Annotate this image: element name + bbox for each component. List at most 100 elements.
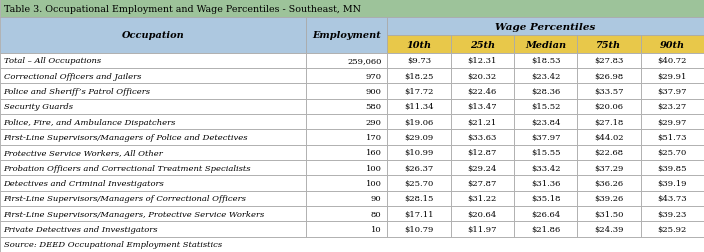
Bar <box>577 191 641 206</box>
Text: $20.32: $20.32 <box>467 72 497 80</box>
Text: $39.26: $39.26 <box>594 195 624 203</box>
Text: 75th: 75th <box>596 40 622 49</box>
Bar <box>387 145 451 161</box>
Text: $21.86: $21.86 <box>531 225 560 233</box>
Bar <box>451 84 514 99</box>
Text: $20.64: $20.64 <box>467 210 497 218</box>
Bar <box>306 206 387 222</box>
Text: Probation Officers and Correctional Treatment Specialists: Probation Officers and Correctional Trea… <box>4 164 251 172</box>
Text: $40.72: $40.72 <box>658 57 687 65</box>
Text: $12.31: $12.31 <box>467 57 497 65</box>
Bar <box>306 191 387 206</box>
Bar <box>514 53 577 69</box>
Text: $25.70: $25.70 <box>404 179 434 187</box>
Text: $29.09: $29.09 <box>404 134 434 141</box>
Bar <box>387 206 451 222</box>
Bar <box>514 191 577 206</box>
Text: $39.23: $39.23 <box>658 210 687 218</box>
Bar <box>306 222 387 237</box>
Text: Employment: Employment <box>313 31 381 40</box>
Text: $33.63: $33.63 <box>467 134 497 141</box>
Text: $13.47: $13.47 <box>467 103 497 111</box>
Bar <box>0 99 306 115</box>
Text: $25.92: $25.92 <box>658 225 687 233</box>
Bar <box>0 206 306 222</box>
Bar <box>577 145 641 161</box>
Bar <box>641 53 704 69</box>
Bar <box>641 206 704 222</box>
Bar <box>451 130 514 145</box>
Bar <box>641 69 704 84</box>
Text: 80: 80 <box>371 210 382 218</box>
Bar <box>577 130 641 145</box>
Text: 160: 160 <box>365 149 382 157</box>
Bar <box>577 84 641 99</box>
Bar <box>451 36 514 53</box>
Bar <box>0 130 306 145</box>
Bar <box>306 176 387 191</box>
Text: $29.91: $29.91 <box>658 72 687 80</box>
Bar <box>514 145 577 161</box>
Text: Private Detectives and Investigators: Private Detectives and Investigators <box>4 225 158 233</box>
Bar <box>641 191 704 206</box>
Bar <box>577 161 641 176</box>
Bar <box>306 69 387 84</box>
Bar <box>577 115 641 130</box>
Text: $19.06: $19.06 <box>404 118 434 126</box>
Bar <box>451 176 514 191</box>
Bar <box>641 36 704 53</box>
Text: Median: Median <box>525 40 566 49</box>
Bar <box>514 69 577 84</box>
Bar <box>0 18 306 53</box>
Text: Protective Service Workers, All Other: Protective Service Workers, All Other <box>4 149 163 157</box>
Text: $44.02: $44.02 <box>594 134 624 141</box>
Text: 900: 900 <box>365 88 382 96</box>
Bar <box>306 161 387 176</box>
Text: $22.46: $22.46 <box>467 88 497 96</box>
Text: $28.36: $28.36 <box>531 88 560 96</box>
Text: $24.39: $24.39 <box>594 225 624 233</box>
Bar <box>387 99 451 115</box>
Text: $10.99: $10.99 <box>404 149 434 157</box>
Bar <box>0 115 306 130</box>
Bar <box>306 145 387 161</box>
Text: $23.42: $23.42 <box>531 72 560 80</box>
Text: Police and Sheriff’s Patrol Officers: Police and Sheriff’s Patrol Officers <box>4 88 151 96</box>
Text: Detectives and Criminal Investigators: Detectives and Criminal Investigators <box>4 179 164 187</box>
Bar <box>514 99 577 115</box>
Text: $51.73: $51.73 <box>658 134 687 141</box>
Text: Correctional Officers and Jailers: Correctional Officers and Jailers <box>4 72 141 80</box>
Text: $26.64: $26.64 <box>531 210 560 218</box>
Text: $26.37: $26.37 <box>404 164 434 172</box>
Text: $10.79: $10.79 <box>404 225 434 233</box>
Bar <box>0 176 306 191</box>
Bar <box>641 99 704 115</box>
Bar <box>0 84 306 99</box>
Bar <box>514 130 577 145</box>
Text: $11.34: $11.34 <box>404 103 434 111</box>
Text: $31.36: $31.36 <box>531 179 560 187</box>
Bar <box>0 53 306 69</box>
Text: $27.18: $27.18 <box>594 118 624 126</box>
Bar <box>451 206 514 222</box>
Bar <box>577 176 641 191</box>
Bar <box>451 191 514 206</box>
Bar <box>451 222 514 237</box>
Bar <box>451 145 514 161</box>
Bar <box>0 0 704 18</box>
Text: $18.53: $18.53 <box>531 57 560 65</box>
Bar <box>306 84 387 99</box>
Text: 10: 10 <box>371 225 382 233</box>
Bar <box>577 69 641 84</box>
Bar <box>641 130 704 145</box>
Bar <box>451 53 514 69</box>
Bar <box>0 161 306 176</box>
Bar <box>451 161 514 176</box>
Text: 259,060: 259,060 <box>347 57 382 65</box>
Bar <box>387 130 451 145</box>
Bar <box>641 161 704 176</box>
Text: 100: 100 <box>365 179 382 187</box>
Text: 90: 90 <box>371 195 382 203</box>
Text: First-Line Supervisors/Managers, Protective Service Workers: First-Line Supervisors/Managers, Protect… <box>4 210 265 218</box>
Text: $33.42: $33.42 <box>531 164 560 172</box>
